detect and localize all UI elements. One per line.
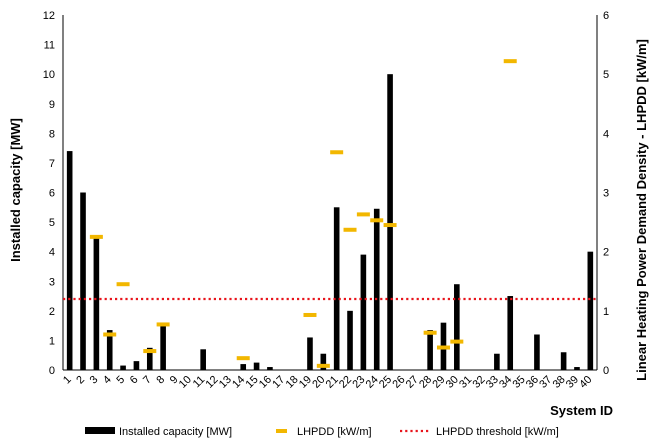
capacity-bar bbox=[507, 296, 514, 370]
capacity-bar bbox=[80, 192, 86, 370]
lhpdd-marker bbox=[356, 212, 370, 217]
lhpdd-marker bbox=[116, 282, 130, 287]
capacity-bar bbox=[387, 74, 393, 371]
legend: Installed capacity [MW] LHPDD [kW/m] LHP… bbox=[85, 426, 559, 438]
capacity-bar bbox=[574, 367, 580, 370]
left-y-tick-label: 0 bbox=[49, 365, 55, 377]
x-axis-title: System ID bbox=[550, 403, 613, 418]
lhpdd-marker bbox=[383, 223, 397, 228]
legend-label-installed-capacity: Installed capacity [MW] bbox=[119, 426, 232, 438]
lhpdd-marker bbox=[316, 363, 330, 368]
capacity-bar bbox=[333, 207, 340, 370]
right-y-tick-label: 3 bbox=[603, 188, 609, 200]
capacity-bar bbox=[534, 334, 540, 370]
x-tick-label: 4 bbox=[101, 374, 114, 387]
left-y-tick-label: 5 bbox=[49, 217, 55, 229]
left-y-tick-label: 2 bbox=[49, 306, 55, 318]
capacity-bar bbox=[133, 361, 140, 370]
capacity-bars bbox=[66, 74, 594, 371]
lhpdd-marker bbox=[503, 59, 517, 64]
capacity-bar bbox=[66, 151, 73, 370]
x-tick-label: 3 bbox=[88, 374, 101, 387]
right-y-tick-label: 0 bbox=[603, 365, 609, 377]
lhpdd-marker bbox=[330, 150, 344, 155]
x-tick-label: 1 bbox=[61, 374, 74, 387]
capacity-bar bbox=[494, 353, 500, 370]
capacity-bar bbox=[120, 365, 126, 370]
capacity-bar bbox=[360, 254, 367, 370]
right-y-tick-label: 5 bbox=[603, 69, 609, 81]
legend-item-installed-capacity: Installed capacity [MW] bbox=[85, 426, 232, 438]
capacity-bar bbox=[200, 349, 206, 370]
legend-swatch-marker bbox=[276, 429, 287, 433]
left-y-axis-title: Installed capacity [MW] bbox=[8, 118, 23, 262]
lhpdd-markers bbox=[89, 59, 517, 368]
left-y-tick-label: 12 bbox=[43, 10, 55, 22]
x-tick-label: 8 bbox=[154, 374, 167, 387]
left-y-tick-label: 3 bbox=[49, 276, 55, 288]
left-y-tick-label: 1 bbox=[49, 335, 55, 347]
left-y-tick-label: 6 bbox=[49, 188, 55, 200]
right-y-axis-title: Linear Heating Power Demand Density - LH… bbox=[634, 39, 649, 381]
right-y-tick-label: 2 bbox=[603, 247, 609, 259]
capacity-bar bbox=[253, 362, 260, 370]
capacity-bar bbox=[240, 364, 247, 370]
capacity-bar bbox=[347, 310, 353, 370]
left-y-tick-label: 7 bbox=[49, 158, 55, 170]
lhpdd-marker bbox=[89, 234, 103, 239]
capacity-bar bbox=[267, 367, 273, 370]
capacity-bar bbox=[146, 347, 153, 370]
legend-swatch-bar bbox=[85, 427, 115, 434]
left-y-tick-label: 9 bbox=[49, 99, 55, 111]
lhpdd-marker bbox=[236, 356, 250, 361]
capacity-bar bbox=[160, 325, 166, 370]
capacity-bar bbox=[93, 236, 100, 370]
left-y-tick-label: 11 bbox=[44, 40, 55, 52]
chart-axes bbox=[62, 15, 598, 371]
x-tick-label: 2 bbox=[74, 374, 87, 387]
left-y-tick-label: 4 bbox=[49, 247, 55, 259]
right-y-tick-label: 6 bbox=[603, 10, 609, 22]
lhpdd-marker bbox=[436, 345, 450, 350]
capacity-bar bbox=[427, 330, 433, 370]
capacity-bar bbox=[587, 251, 594, 370]
x-tick-label: 7 bbox=[141, 374, 154, 387]
legend-label-threshold: LHPDD threshold [kW/m] bbox=[436, 426, 559, 438]
x-tick-label: 40 bbox=[577, 374, 594, 391]
right-y-tick-label: 4 bbox=[603, 128, 609, 140]
lhpdd-marker bbox=[103, 332, 117, 337]
lhpdd-marker bbox=[370, 218, 384, 223]
lhpdd-marker bbox=[423, 330, 437, 335]
legend-item-lhpdd: LHPDD [kW/m] bbox=[276, 426, 372, 438]
capacity-bar bbox=[373, 208, 380, 370]
capacity-bar bbox=[307, 337, 313, 370]
right-y-tick-label: 1 bbox=[603, 306, 609, 318]
capacity-bar bbox=[106, 330, 113, 370]
capacity-bar bbox=[560, 352, 567, 370]
x-tick-label: 6 bbox=[128, 374, 141, 387]
lhpdd-marker bbox=[450, 339, 464, 344]
lhpdd-marker bbox=[143, 349, 157, 354]
right-y-tick-labels: 0 1 2 3 4 5 6 bbox=[603, 10, 609, 377]
capacity-bar bbox=[454, 284, 460, 370]
legend-label-lhpdd: LHPDD [kW/m] bbox=[297, 426, 372, 438]
x-tick-label: 5 bbox=[114, 374, 127, 387]
lhpdd-marker bbox=[156, 322, 170, 327]
left-y-tick-label: 8 bbox=[49, 128, 55, 140]
lhpdd-marker bbox=[343, 227, 357, 232]
capacity-bar bbox=[320, 353, 327, 370]
left-y-tick-label: 10 bbox=[43, 69, 55, 81]
x-tick-labels: 1 2 3 4 5 6 7 8 91011121314151617181920212223242… bbox=[61, 374, 594, 391]
legend-item-threshold: LHPDD threshold [kW/m] bbox=[400, 426, 559, 438]
lhpdd-marker bbox=[303, 312, 317, 317]
